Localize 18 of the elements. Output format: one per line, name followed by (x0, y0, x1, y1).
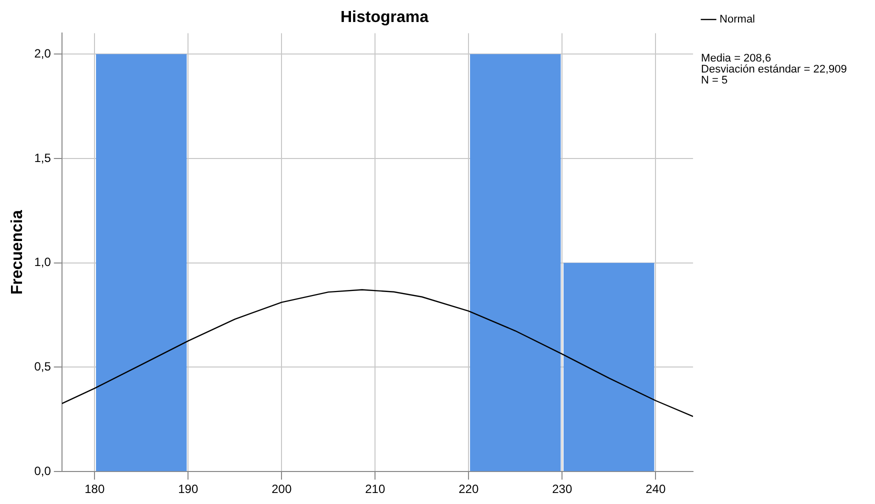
y-tick-label: 0,5 (34, 360, 52, 374)
text: Media = 208,6 (701, 52, 772, 65)
x-tick-label: 180 (84, 482, 105, 496)
text: Desviación estándar = 22,909 (701, 64, 847, 76)
y-tick-label: 2,0 (34, 46, 52, 60)
x-tick-label: 230 (552, 482, 572, 496)
legend-label: Normal (720, 14, 756, 26)
text: N = 5 (701, 74, 728, 87)
y-tick-label: 1,0 (34, 255, 52, 270)
chart-title: Histograma (340, 9, 429, 26)
y-tick-label: 0,0 (34, 464, 52, 478)
x-tick-label: 240 (646, 482, 666, 496)
y-tick-label: 1,5 (34, 150, 52, 165)
x-tick-label: 210 (365, 482, 386, 496)
y-axis-title: Frecuencia (9, 210, 26, 295)
x-tick-label: 200 (272, 482, 292, 496)
x-tick-label: 190 (178, 482, 198, 496)
x-tick-label: 220 (458, 482, 479, 496)
